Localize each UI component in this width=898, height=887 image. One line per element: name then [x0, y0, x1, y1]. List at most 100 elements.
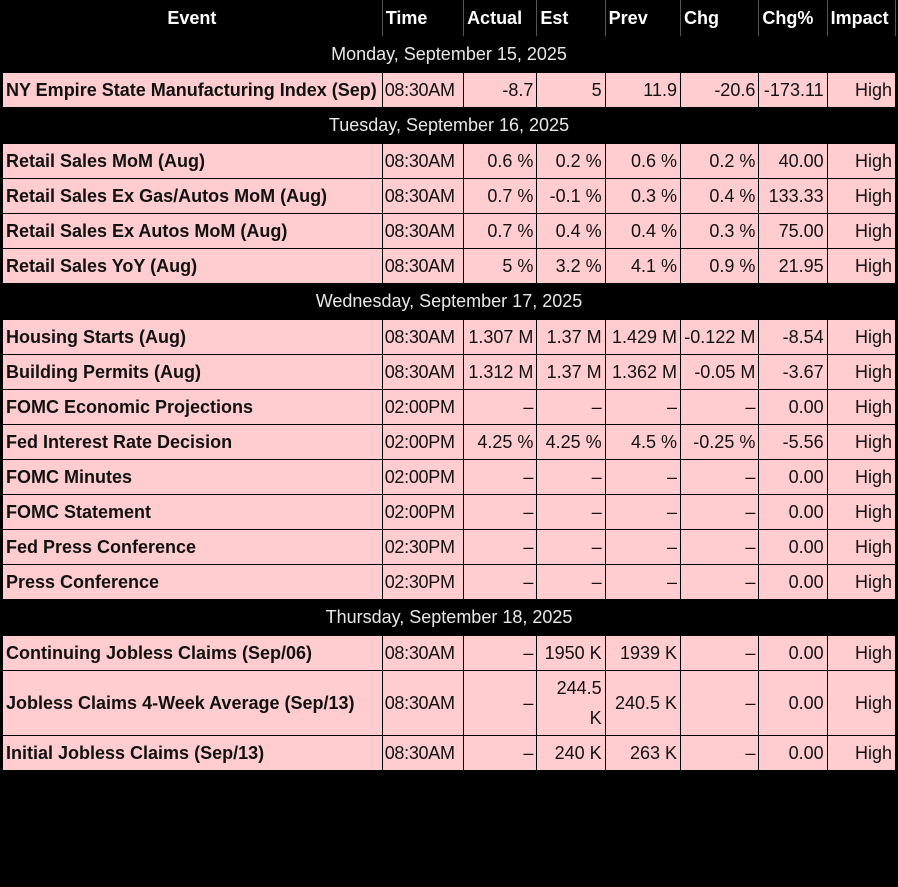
day-date-label: Tuesday, September 16, 2025	[2, 107, 896, 143]
day-separator-row: Thursday, September 18, 2025	[2, 599, 896, 635]
cell-time: 08:30AM	[382, 354, 465, 389]
table-row[interactable]: Housing Starts (Aug) 08:30AM 1.307 M 1.37 M…	[2, 319, 896, 354]
table-row[interactable]: Jobless Claims 4-Week Average (Sep/13) 08…	[2, 670, 896, 735]
cell-chg: 0.9 %	[681, 248, 760, 283]
cell-chg: –	[681, 564, 760, 599]
events-table: Event Time Actual Est Prev Chg Chg% Impa…	[2, 0, 896, 770]
header-est[interactable]: Est	[537, 0, 606, 36]
cell-est: –	[537, 389, 606, 424]
cell-event[interactable]: Retail Sales YoY (Aug)	[2, 248, 383, 283]
cell-event[interactable]: Press Conference	[2, 564, 383, 599]
table-row[interactable]: FOMC Minutes 02:00PM – – – –0.00 High	[2, 459, 896, 494]
cell-chg-pct: -173.11	[759, 72, 828, 107]
day-date-label: Wednesday, September 17, 2025	[2, 283, 896, 319]
header-prev[interactable]: Prev	[605, 0, 681, 36]
cell-event[interactable]: Fed Interest Rate Decision	[2, 424, 383, 459]
cell-chg-pct: 0.00	[759, 564, 828, 599]
header-chg-pct[interactable]: Chg%	[759, 0, 828, 36]
cell-chg-pct: 0.00	[759, 670, 828, 735]
cell-est: 1.37 M	[537, 319, 606, 354]
cell-est: 5	[537, 72, 606, 107]
cell-chg-pct: 0.00	[759, 389, 828, 424]
table-row[interactable]: Building Permits (Aug) 08:30AM 1.312 M 1.37…	[2, 354, 896, 389]
cell-est: 240 K	[537, 735, 606, 770]
cell-impact: High	[827, 735, 896, 770]
cell-time: 08:30AM	[382, 143, 465, 178]
cell-chg: -0.05 M	[681, 354, 760, 389]
cell-est: –	[537, 564, 606, 599]
cell-actual: 1.312 M	[464, 354, 538, 389]
cell-chg: –	[681, 670, 760, 735]
cell-event[interactable]: FOMC Minutes	[2, 459, 383, 494]
table-row[interactable]: Retail Sales Ex Autos MoM (Aug) 08:30AM 0.…	[2, 213, 896, 248]
cell-actual: –	[464, 635, 538, 670]
header-event[interactable]: Event	[2, 0, 383, 36]
cell-time: 08:30AM	[382, 319, 465, 354]
cell-chg: 0.2 %	[681, 143, 760, 178]
cell-prev: 263 K	[605, 735, 681, 770]
cell-chg-pct: 75.00	[759, 213, 828, 248]
cell-chg-pct: 0.00	[759, 735, 828, 770]
cell-est: –	[537, 494, 606, 529]
table-row[interactable]: FOMC Statement 02:00PM – – – –0.00 High	[2, 494, 896, 529]
cell-event[interactable]: Retail Sales Ex Autos MoM (Aug)	[2, 213, 383, 248]
cell-time: 08:30AM	[382, 635, 465, 670]
table-row[interactable]: Fed Interest Rate Decision 02:00PM 4.25 % 4…	[2, 424, 896, 459]
cell-event[interactable]: Retail Sales Ex Gas/Autos MoM (Aug)	[2, 178, 383, 213]
header-row: Event Time Actual Est Prev Chg Chg% Impa…	[2, 0, 896, 36]
cell-impact: High	[827, 319, 896, 354]
cell-chg: –	[681, 529, 760, 564]
cell-prev: 1.429 M	[605, 319, 681, 354]
cell-time: 08:30AM	[382, 670, 465, 735]
cell-event[interactable]: Continuing Jobless Claims (Sep/06)	[2, 635, 383, 670]
table-row[interactable]: Press Conference 02:30PM – – – –0.00 High	[2, 564, 896, 599]
cell-time: 08:30AM	[382, 248, 465, 283]
cell-event[interactable]: Fed Press Conference	[2, 529, 383, 564]
table-row[interactable]: Retail Sales Ex Gas/Autos MoM (Aug) 08:30…	[2, 178, 896, 213]
cell-chg-pct: 0.00	[759, 635, 828, 670]
cell-event[interactable]: FOMC Economic Projections	[2, 389, 383, 424]
table-row[interactable]: Retail Sales YoY (Aug) 08:30AM 5 % 3.2 % 4.1…	[2, 248, 896, 283]
cell-event[interactable]: Initial Jobless Claims (Sep/13)	[2, 735, 383, 770]
header-chg[interactable]: Chg	[681, 0, 760, 36]
cell-chg-pct: 133.33	[759, 178, 828, 213]
cell-event[interactable]: Housing Starts (Aug)	[2, 319, 383, 354]
day-separator-row: Tuesday, September 16, 2025	[2, 107, 896, 143]
cell-chg: 0.4 %	[681, 178, 760, 213]
table-row[interactable]: FOMC Economic Projections 02:00PM – – – –0.00…	[2, 389, 896, 424]
cell-impact: High	[827, 670, 896, 735]
day-date-label: Thursday, September 18, 2025	[2, 599, 896, 635]
cell-impact: High	[827, 529, 896, 564]
cell-prev: 1.362 M	[605, 354, 681, 389]
cell-chg: –	[681, 635, 760, 670]
day-separator-row: Monday, September 15, 2025	[2, 36, 896, 72]
cell-actual: –	[464, 459, 538, 494]
table-row[interactable]: Continuing Jobless Claims (Sep/06) 08:30A…	[2, 635, 896, 670]
cell-chg-pct: 40.00	[759, 143, 828, 178]
cell-time: 08:30AM	[382, 735, 465, 770]
header-actual[interactable]: Actual	[464, 0, 538, 36]
cell-est: 0.2 %	[537, 143, 606, 178]
cell-actual: 0.7 %	[464, 213, 538, 248]
cell-prev: –	[605, 564, 681, 599]
cell-impact: High	[827, 564, 896, 599]
table-row[interactable]: Retail Sales MoM (Aug) 08:30AM 0.6 % 0.2 % 0…	[2, 143, 896, 178]
cell-event[interactable]: Jobless Claims 4-Week Average (Sep/13)	[2, 670, 383, 735]
cell-prev: –	[605, 459, 681, 494]
cell-actual: –	[464, 494, 538, 529]
header-impact[interactable]: Impact	[827, 0, 896, 36]
table-row[interactable]: NY Empire State Manufacturing Index (Sep…	[2, 72, 896, 107]
table-row[interactable]: Fed Press Conference 02:30PM – – – –0.00 High	[2, 529, 896, 564]
cell-event[interactable]: Retail Sales MoM (Aug)	[2, 143, 383, 178]
cell-event[interactable]: FOMC Statement	[2, 494, 383, 529]
cell-prev: 0.4 %	[605, 213, 681, 248]
cell-event[interactable]: NY Empire State Manufacturing Index (Sep…	[2, 72, 383, 107]
header-time[interactable]: Time	[382, 0, 465, 36]
cell-time: 08:30AM	[382, 213, 465, 248]
cell-chg: –	[681, 459, 760, 494]
cell-impact: High	[827, 459, 896, 494]
cell-event[interactable]: Building Permits (Aug)	[2, 354, 383, 389]
table-row[interactable]: Initial Jobless Claims (Sep/13) 08:30AM –2…	[2, 735, 896, 770]
cell-time: 02:00PM	[382, 389, 465, 424]
